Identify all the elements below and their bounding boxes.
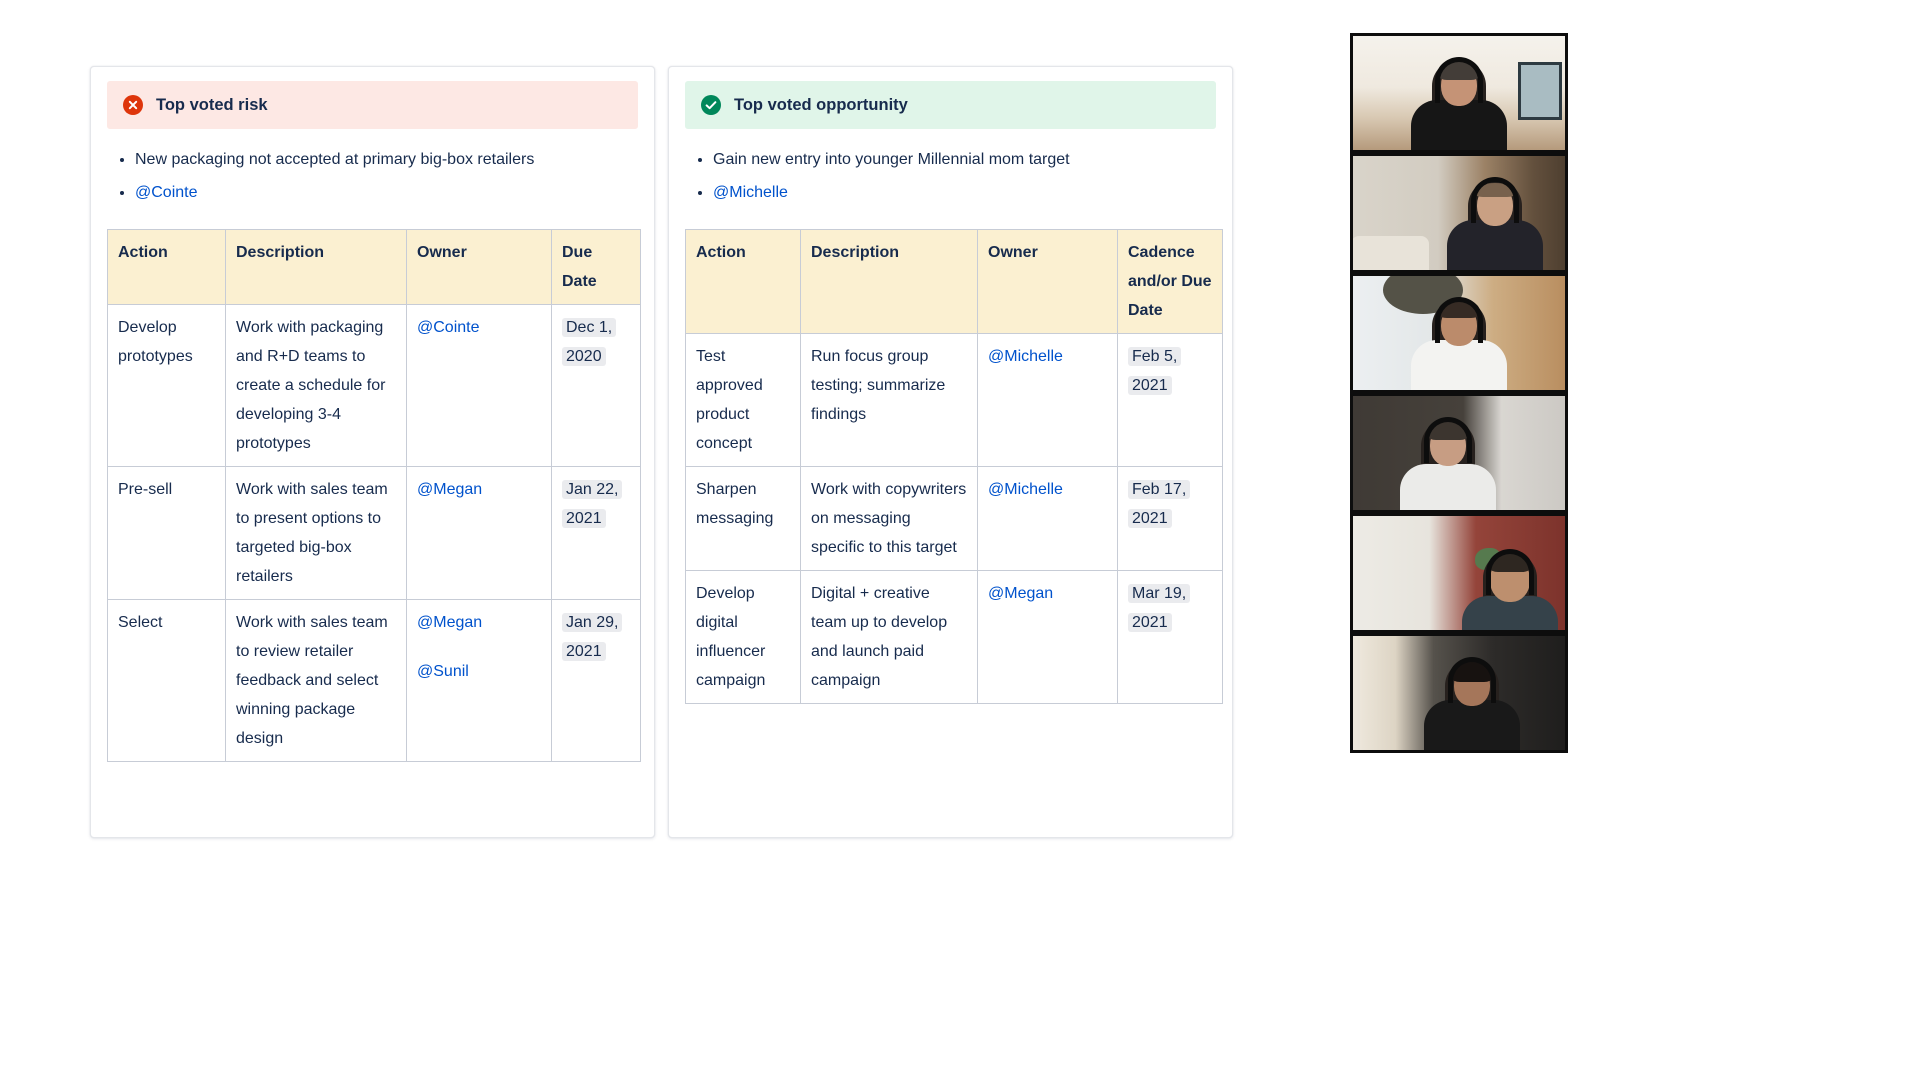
cell-owner: @Megan bbox=[977, 570, 1118, 704]
column-header-owner: Owner bbox=[977, 229, 1118, 334]
success-icon bbox=[701, 95, 721, 115]
error-icon bbox=[123, 95, 143, 115]
cell-action: Sharpen messaging bbox=[685, 466, 801, 571]
cell-due-date: Jan 22, 2021 bbox=[551, 466, 641, 600]
cell-description: Digital + creative team up to develop an… bbox=[800, 570, 978, 704]
background-decor bbox=[1518, 62, 1562, 120]
mention-link[interactable]: @Megan bbox=[417, 614, 483, 631]
video-tile-participant-6[interactable] bbox=[1350, 633, 1568, 753]
table-row: Sharpen messaging Work with copywriters … bbox=[685, 466, 1223, 571]
cell-due-date: Feb 17, 2021 bbox=[1117, 466, 1223, 571]
column-header-owner: Owner bbox=[406, 229, 552, 305]
table-row: Test approved product concept Run focus … bbox=[685, 333, 1223, 467]
cell-due-date: Jan 29, 2021 bbox=[551, 599, 641, 762]
cell-action: Test approved product concept bbox=[685, 333, 801, 467]
cell-action: Select bbox=[107, 599, 226, 762]
cell-owner: @Michelle bbox=[977, 333, 1118, 467]
table-row: Pre-sell Work with sales team to present… bbox=[107, 466, 641, 600]
opportunity-summary-text: Gain new entry into younger Millennial m… bbox=[713, 151, 1070, 168]
cell-owner: @Cointe bbox=[406, 304, 552, 467]
webcam-video bbox=[1353, 396, 1565, 510]
video-tile-participant-2[interactable] bbox=[1350, 153, 1568, 273]
cell-action: Pre-sell bbox=[107, 466, 226, 600]
column-header-action: Action bbox=[685, 229, 801, 334]
date-lozenge: Feb 17, 2021 bbox=[1128, 480, 1191, 528]
column-header-description: Description bbox=[800, 229, 978, 334]
participant-silhouette bbox=[1440, 177, 1550, 270]
mention-link[interactable]: @Megan bbox=[417, 481, 483, 498]
risk-action-table: Action Description Owner Due Date Develo… bbox=[107, 229, 641, 762]
mention-link[interactable]: @Cointe bbox=[135, 184, 198, 201]
mention-link[interactable]: @Michelle bbox=[988, 348, 1063, 365]
cell-description: Work with packaging and R+D teams to cre… bbox=[225, 304, 407, 467]
video-tile-participant-5[interactable] bbox=[1350, 513, 1568, 633]
table-header-row: Action Description Owner Due Date bbox=[107, 229, 641, 305]
cell-description: Work with sales team to review retailer … bbox=[225, 599, 407, 762]
opportunity-bullet-list: Gain new entry into younger Millennial m… bbox=[685, 143, 1216, 209]
cell-action: Develop prototypes bbox=[107, 304, 226, 467]
opportunity-action-table: Action Description Owner Cadence and/or … bbox=[685, 229, 1223, 704]
mention-link[interactable]: @Cointe bbox=[417, 319, 480, 336]
table-row: Select Work with sales team to review re… bbox=[107, 599, 641, 762]
mention-link[interactable]: @Michelle bbox=[713, 184, 788, 201]
opportunity-panel: Top voted opportunity Gain new entry int… bbox=[668, 66, 1233, 838]
risk-panel: Top voted risk New packaging not accepte… bbox=[90, 66, 655, 838]
column-header-description: Description bbox=[225, 229, 407, 305]
bullet-item: @Michelle bbox=[713, 176, 1216, 209]
video-tile-participant-4[interactable] bbox=[1350, 393, 1568, 513]
date-lozenge: Feb 5, 2021 bbox=[1128, 347, 1182, 395]
date-lozenge: Jan 29, 2021 bbox=[562, 613, 623, 661]
participant-silhouette bbox=[1404, 57, 1514, 150]
date-lozenge: Dec 1, 2020 bbox=[562, 318, 617, 366]
cell-due-date: Feb 5, 2021 bbox=[1117, 333, 1223, 467]
risk-bullet-list: New packaging not accepted at primary bi… bbox=[107, 143, 638, 209]
table-header-row: Action Description Owner Cadence and/or … bbox=[685, 229, 1223, 334]
mention-link[interactable]: @Michelle bbox=[988, 481, 1063, 498]
video-tile-participant-1[interactable] bbox=[1350, 33, 1568, 153]
webcam-video bbox=[1353, 516, 1565, 630]
participant-silhouette bbox=[1417, 657, 1527, 750]
date-lozenge: Jan 22, 2021 bbox=[562, 480, 623, 528]
cell-owner: @Megan bbox=[406, 466, 552, 600]
webcam-video bbox=[1353, 156, 1565, 270]
mention-link[interactable]: @Sunil bbox=[417, 663, 469, 680]
webcam-video bbox=[1353, 276, 1565, 390]
video-tile-participant-3[interactable] bbox=[1350, 273, 1568, 393]
cell-due-date: Mar 19, 2021 bbox=[1117, 570, 1223, 704]
column-header-due-date: Due Date bbox=[551, 229, 641, 305]
video-call-strip bbox=[1350, 33, 1568, 753]
webcam-video bbox=[1353, 636, 1565, 750]
table-row: Develop digital influencer campaign Digi… bbox=[685, 570, 1223, 704]
participant-silhouette bbox=[1393, 417, 1503, 510]
participant-silhouette bbox=[1404, 297, 1514, 390]
cell-description: Work with sales team to present options … bbox=[225, 466, 407, 600]
webcam-video bbox=[1353, 36, 1565, 150]
date-lozenge: Mar 19, 2021 bbox=[1128, 584, 1191, 632]
column-header-cadence: Cadence and/or Due Date bbox=[1117, 229, 1223, 334]
cell-description: Work with copywriters on messaging speci… bbox=[800, 466, 978, 571]
cell-description: Run focus group testing; summarize findi… bbox=[800, 333, 978, 467]
background-decor bbox=[1353, 236, 1429, 270]
bullet-item: @Cointe bbox=[135, 176, 638, 209]
mention-link[interactable]: @Megan bbox=[988, 585, 1054, 602]
cell-action: Develop digital influencer campaign bbox=[685, 570, 801, 704]
bullet-item: New packaging not accepted at primary bi… bbox=[135, 143, 638, 176]
risk-banner-title: Top voted risk bbox=[156, 95, 268, 114]
cell-due-date: Dec 1, 2020 bbox=[551, 304, 641, 467]
cell-owner: @Michelle bbox=[977, 466, 1118, 571]
column-header-action: Action bbox=[107, 229, 226, 305]
opportunity-banner-title: Top voted opportunity bbox=[734, 95, 908, 114]
opportunity-banner: Top voted opportunity bbox=[685, 81, 1216, 129]
cell-owner: @Megan @Sunil bbox=[406, 599, 552, 762]
table-row: Develop prototypes Work with packaging a… bbox=[107, 304, 641, 467]
participant-silhouette bbox=[1455, 549, 1565, 630]
bullet-item: Gain new entry into younger Millennial m… bbox=[713, 143, 1216, 176]
risk-banner: Top voted risk bbox=[107, 81, 638, 129]
risk-summary-text: New packaging not accepted at primary bi… bbox=[135, 151, 535, 168]
